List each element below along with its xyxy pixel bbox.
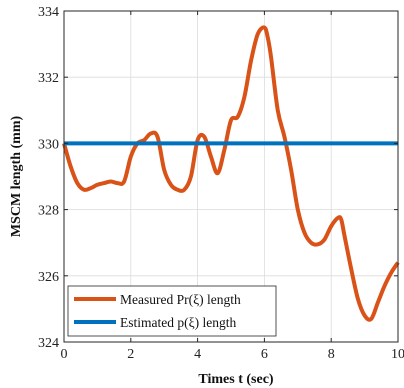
ticks xyxy=(63,10,399,343)
y-tick-label: 334 xyxy=(38,5,59,20)
y-tick-label: 324 xyxy=(38,336,59,351)
y-tick-label: 326 xyxy=(38,270,59,285)
x-tick-label: 0 xyxy=(61,347,68,362)
x-tick-label: 4 xyxy=(194,347,201,362)
x-tick-label: 10 xyxy=(391,347,404,362)
legend-label-estimated: Estimated p(ξ) length xyxy=(120,315,236,330)
y-tick-label: 332 xyxy=(38,71,59,86)
legend-box xyxy=(67,285,277,337)
y-axis-label: MSCM length (mm) xyxy=(9,116,24,238)
x-tick-label: 6 xyxy=(261,347,268,362)
legend: Measured Pr(ξ) length Estimated p(ξ) len… xyxy=(67,285,277,337)
tick-labels: 0 2 4 6 8 10 324 326 328 330 332 334 xyxy=(38,5,404,362)
series-layer xyxy=(62,25,400,322)
x-tick-label: 8 xyxy=(328,347,335,362)
plot-frame xyxy=(63,10,399,343)
x-axis-label: Times t (sec) xyxy=(198,372,273,387)
series-line-measured xyxy=(62,25,400,322)
x-tick-label: 2 xyxy=(127,347,134,362)
y-tick-label: 330 xyxy=(38,137,59,152)
legend-label-measured: Measured Pr(ξ) length xyxy=(120,292,241,307)
y-tick-label: 328 xyxy=(38,204,59,219)
